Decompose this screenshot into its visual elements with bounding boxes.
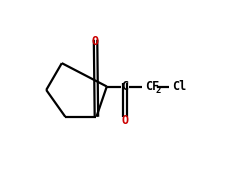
Text: C: C: [122, 80, 129, 93]
Text: O: O: [92, 35, 99, 48]
Text: Cl: Cl: [173, 80, 187, 93]
Text: 2: 2: [156, 86, 161, 95]
Text: CF: CF: [145, 80, 159, 93]
Text: O: O: [122, 114, 129, 127]
